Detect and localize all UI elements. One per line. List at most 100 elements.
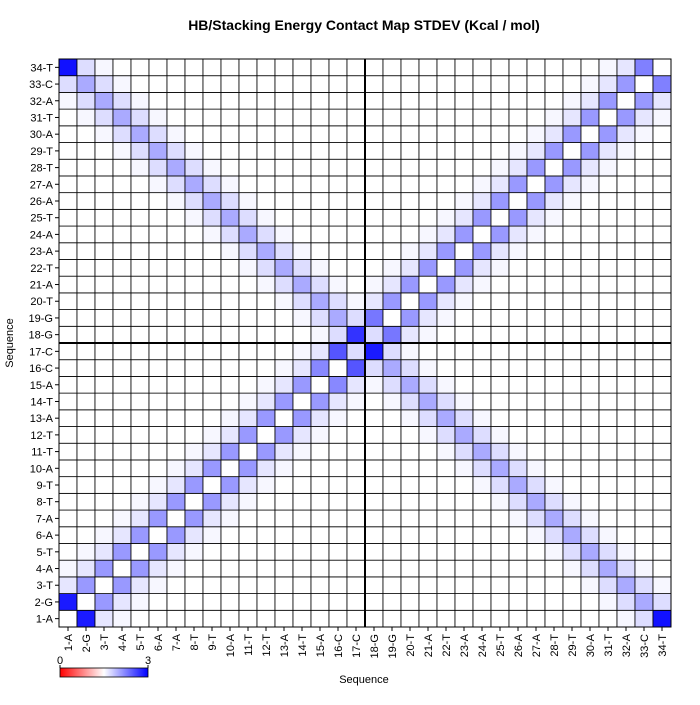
cell — [220, 142, 240, 160]
cell — [382, 593, 402, 611]
cell — [454, 476, 474, 494]
cell — [112, 593, 132, 611]
cell — [202, 259, 222, 277]
cell — [436, 543, 456, 561]
cell — [328, 476, 348, 494]
cell — [328, 426, 348, 444]
cell — [256, 325, 276, 344]
cell — [598, 459, 618, 478]
cell — [184, 309, 204, 327]
cell — [76, 75, 96, 93]
cell — [454, 409, 474, 427]
cell — [598, 75, 618, 93]
cell — [202, 158, 222, 177]
cell — [130, 476, 150, 494]
cell — [580, 208, 600, 227]
cell — [274, 543, 294, 561]
cell — [544, 559, 564, 578]
cell — [328, 442, 348, 461]
cell — [346, 75, 366, 93]
cell — [634, 476, 654, 494]
cell — [580, 108, 600, 127]
cell — [148, 526, 168, 544]
cell — [418, 593, 438, 611]
cell — [256, 376, 276, 394]
cell — [490, 259, 510, 277]
cell — [472, 325, 492, 344]
cell — [76, 325, 96, 344]
cell — [94, 392, 114, 411]
cell — [508, 609, 528, 628]
y-tick-label: 3-T — [37, 580, 54, 592]
cell — [94, 325, 114, 344]
cell — [346, 442, 366, 461]
cell — [274, 192, 294, 210]
cell — [256, 576, 276, 594]
x-tick-label: 3-T — [99, 634, 111, 651]
cell — [508, 309, 528, 327]
cell — [562, 192, 582, 210]
cell — [130, 225, 150, 244]
cell — [490, 92, 510, 110]
cell — [256, 175, 276, 194]
cell — [436, 426, 456, 444]
cell — [580, 426, 600, 444]
cell — [256, 559, 276, 578]
cell — [202, 208, 222, 227]
cell — [490, 526, 510, 544]
cell — [112, 609, 132, 628]
cell — [292, 192, 312, 210]
cell — [580, 309, 600, 327]
cell — [184, 242, 204, 260]
cell — [274, 359, 294, 377]
cell — [94, 242, 114, 260]
cell — [598, 593, 618, 611]
x-tick-label: 18-G — [369, 634, 381, 658]
y-tick-label: 32-A — [30, 96, 54, 108]
cell — [616, 593, 636, 611]
cell — [652, 92, 672, 110]
cell — [328, 259, 348, 277]
cell — [130, 242, 150, 260]
cell — [310, 92, 330, 110]
cell — [562, 359, 582, 377]
cell — [562, 342, 582, 361]
cell — [526, 543, 546, 561]
cell — [274, 259, 294, 277]
cell — [598, 492, 618, 511]
cell — [634, 593, 654, 611]
cell — [238, 543, 258, 561]
cell — [436, 58, 456, 77]
cell — [220, 526, 240, 544]
cell — [562, 526, 582, 544]
cell — [634, 192, 654, 210]
cell — [58, 376, 78, 394]
cell — [400, 342, 420, 361]
cell — [400, 426, 420, 444]
cell — [148, 75, 168, 93]
cell — [454, 392, 474, 411]
cell — [526, 376, 546, 394]
cell — [562, 476, 582, 494]
cell — [184, 442, 204, 461]
cell — [418, 108, 438, 127]
cell — [292, 492, 312, 511]
cell — [346, 476, 366, 494]
cell — [634, 359, 654, 377]
x-tick-label: 25-T — [495, 634, 507, 657]
cell — [328, 108, 348, 127]
cell — [652, 459, 672, 478]
cell — [58, 426, 78, 444]
cell — [382, 543, 402, 561]
cell — [112, 108, 132, 127]
cell — [328, 409, 348, 427]
cell — [292, 526, 312, 544]
y-tick-label: 23-A — [30, 246, 54, 258]
x-tick-label: 24-A — [477, 633, 489, 657]
cell — [112, 275, 132, 294]
cell — [400, 359, 420, 377]
cell — [274, 108, 294, 127]
cell — [256, 108, 276, 127]
cell — [598, 559, 618, 578]
